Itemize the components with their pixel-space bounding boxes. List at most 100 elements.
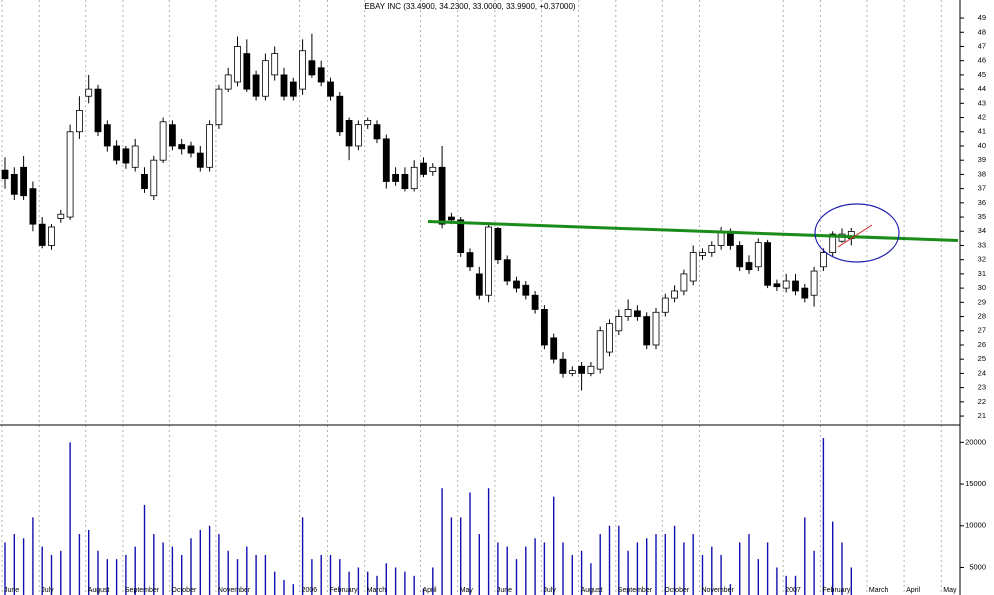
x-tick-label: October [664, 587, 690, 594]
y-tick-label: 34 [978, 226, 986, 235]
candle-body [820, 252, 827, 268]
candle-body [85, 88, 93, 97]
candle-body [606, 323, 613, 353]
y-tick-label: 10000 [965, 521, 986, 530]
candle-body [782, 280, 790, 289]
candle-body [671, 290, 678, 299]
x-tick-label: July [41, 587, 54, 594]
x-tick-label: May [943, 587, 957, 594]
y-tick-label: 37 [978, 184, 986, 193]
candle-body [66, 131, 74, 218]
y-tick-label: 44 [978, 84, 986, 93]
candle-body [773, 283, 781, 288]
candle-body [187, 145, 195, 154]
x-tick-label: April [906, 587, 920, 594]
x-tick-label: February [330, 587, 359, 594]
candle-body [373, 124, 381, 140]
candle-body [224, 74, 232, 90]
y-tick-label: 20000 [965, 437, 986, 446]
y-tick-label: 47 [978, 41, 986, 50]
candle-body [634, 310, 641, 317]
candle-body [271, 53, 279, 76]
y-tick-label: 21 [978, 411, 986, 420]
candle-body [94, 88, 102, 133]
candle-body [131, 145, 139, 168]
y-tick-label: 40 [978, 141, 986, 150]
candle-body [661, 297, 669, 313]
candle-body [196, 152, 204, 168]
candle-body [261, 60, 269, 97]
y-tick-label: 38 [978, 169, 986, 178]
candle-body [754, 242, 762, 268]
candle-body [513, 280, 520, 289]
x-tick-label: June [4, 587, 19, 594]
candle-body [587, 365, 595, 374]
candle-body [327, 81, 334, 97]
y-tick-label: 23 [978, 383, 986, 392]
candle-body [541, 309, 548, 346]
candle-body [447, 216, 455, 221]
candle-body [113, 145, 120, 161]
y-tick-label: 29 [978, 297, 986, 306]
candle-body [764, 242, 771, 286]
candle-body [801, 287, 809, 299]
y-tick-label: 27 [978, 326, 986, 335]
y-tick-label: 30 [978, 283, 986, 292]
x-tick-label: June [497, 587, 512, 594]
candle-body [438, 166, 446, 225]
y-tick-label: 49 [978, 13, 986, 22]
candle-body [141, 174, 148, 190]
candle-body [1, 169, 9, 180]
candle-body [745, 262, 753, 271]
candle-body [615, 316, 623, 332]
candle-body [829, 233, 837, 253]
candle-body [578, 365, 585, 374]
x-tick-label: March [869, 587, 889, 594]
candle-body [475, 273, 483, 296]
candle-body [243, 53, 251, 90]
y-tick-label: 41 [978, 127, 986, 136]
candle-body [57, 213, 65, 219]
candle-body [531, 294, 539, 310]
chart-title: EBAY INC (33.4900, 34.2300, 33.0000, 33.… [364, 2, 576, 11]
annotation-line [837, 224, 873, 248]
candle-body [624, 309, 632, 317]
candle-body [689, 252, 697, 282]
y-tick-label: 35 [978, 212, 986, 221]
candle-body [457, 219, 465, 253]
x-tick-label: April [423, 587, 437, 594]
x-tick-label: 2007 [785, 587, 801, 594]
candle-body [568, 370, 576, 374]
candle-body [252, 74, 260, 97]
y-tick-label: 32 [978, 255, 986, 264]
y-tick-label: 5000 [969, 562, 986, 571]
x-tick-label: September [125, 587, 160, 594]
candle-body [354, 124, 362, 147]
x-tick-label: March [367, 587, 387, 594]
candle-body [699, 252, 706, 256]
x-tick-label: July [543, 587, 556, 594]
candle-body [410, 166, 418, 190]
candle-body [10, 174, 18, 195]
x-tick-label: August [581, 587, 603, 594]
candle-body [289, 81, 297, 97]
y-tick-label: 15000 [965, 479, 986, 488]
candle-body [382, 138, 390, 182]
candle-body [150, 159, 158, 197]
x-tick-label: October [171, 587, 197, 594]
grid [1, 0, 942, 595]
y-tick-label: 39 [978, 155, 986, 164]
y-tick-label: 28 [978, 312, 986, 321]
candle-body [168, 124, 176, 147]
candle-body [466, 252, 474, 268]
candle-body [401, 174, 409, 190]
y-tick-label: 46 [978, 56, 986, 65]
candle-body [38, 223, 46, 246]
candle-body [792, 280, 799, 292]
candle-body [708, 245, 716, 253]
y-tick-label: 42 [978, 113, 986, 122]
candle-body [392, 174, 400, 182]
y-tick-label: 36 [978, 198, 986, 207]
